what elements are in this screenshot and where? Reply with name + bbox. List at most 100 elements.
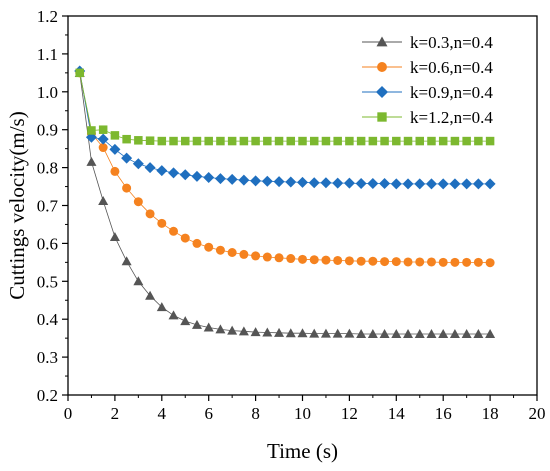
data-point (109, 143, 121, 155)
data-point (75, 68, 84, 78)
data-point (204, 136, 213, 146)
data-point (157, 136, 167, 146)
data-point (321, 136, 331, 146)
data-point (450, 257, 460, 267)
data-point (192, 238, 202, 248)
data-point (98, 195, 109, 205)
data-point (133, 276, 144, 286)
data-point (227, 136, 237, 146)
legend-label: k=0.6,n=0.4 (410, 58, 493, 77)
data-point (308, 177, 320, 189)
data-point (449, 178, 461, 190)
data-point (415, 257, 425, 267)
data-point (251, 251, 261, 261)
data-point (214, 173, 226, 185)
data-point (145, 136, 155, 145)
data-point (298, 136, 307, 146)
data-point (332, 328, 343, 338)
x-tick-label: 16 (435, 404, 452, 423)
data-point (333, 136, 342, 146)
data-point (263, 136, 272, 146)
data-point (285, 328, 296, 338)
data-point (390, 178, 402, 190)
data-point (215, 245, 225, 255)
y-tick-label: 0.9 (37, 121, 58, 140)
data-point (461, 178, 473, 190)
data-point (392, 136, 401, 146)
data-point (356, 328, 367, 338)
data-point (121, 152, 133, 164)
data-point (367, 328, 378, 338)
data-point (450, 136, 460, 146)
data-point (449, 328, 460, 338)
x-tick-label: 18 (482, 404, 499, 423)
data-point (403, 257, 413, 267)
data-point (462, 257, 472, 267)
legend-item: k=1.2,n=0.4 (362, 108, 493, 127)
data-point (344, 328, 355, 338)
data-point (262, 252, 272, 262)
data-point (134, 136, 143, 145)
legend: k=0.3,n=0.4 k=0.6,n=0.4 k=0.9,n=0.4 k=1.2,n… (362, 33, 493, 127)
data-point (474, 136, 483, 146)
data-point (380, 257, 390, 267)
data-point (437, 178, 449, 190)
x-tick-label: 6 (204, 404, 213, 423)
data-point (286, 136, 296, 146)
data-point (485, 136, 495, 146)
legend-item: k=0.9,n=0.4 (362, 83, 493, 102)
y-tick-label: 0.2 (37, 386, 58, 405)
data-point (122, 183, 132, 193)
data-point (356, 136, 366, 146)
data-point (320, 328, 331, 338)
legend-marker (377, 62, 387, 72)
data-point (485, 258, 495, 268)
data-point (380, 136, 389, 146)
data-point (274, 327, 285, 337)
data-point (472, 178, 484, 190)
legend-label: k=1.2,n=0.4 (410, 108, 493, 127)
data-point (87, 126, 96, 135)
data-point (192, 136, 202, 146)
data-point (262, 327, 273, 337)
y-tick-label: 0.5 (37, 272, 58, 291)
data-point (168, 167, 180, 179)
x-tick-label: 12 (341, 404, 358, 423)
data-point (368, 256, 378, 266)
data-point (169, 136, 178, 146)
data-point (345, 136, 354, 146)
data-point (227, 247, 237, 257)
x-tick-label: 0 (64, 404, 73, 423)
data-point (179, 169, 191, 181)
series-3 (74, 65, 496, 190)
data-point (285, 176, 297, 188)
data-point (309, 255, 319, 265)
data-point (461, 328, 472, 338)
legend-item: k=0.6,n=0.4 (362, 58, 493, 77)
data-point (238, 174, 250, 186)
y-tick-label: 1.1 (37, 45, 58, 64)
legend-marker (375, 85, 389, 99)
data-point (215, 324, 226, 334)
data-point (297, 328, 308, 338)
data-point (98, 125, 108, 134)
data-point (169, 226, 179, 236)
x-tick-label: 14 (388, 404, 406, 423)
y-tick-label: 0.8 (37, 159, 58, 178)
data-point (191, 319, 202, 329)
data-point (309, 328, 320, 338)
data-point (403, 136, 413, 146)
data-point (438, 328, 449, 338)
data-point (144, 162, 156, 174)
data-point (438, 136, 448, 146)
data-point (367, 178, 379, 190)
data-point (86, 156, 97, 166)
legend-marker (376, 36, 388, 47)
data-point (122, 134, 131, 144)
y-tick-label: 0.7 (37, 197, 59, 216)
data-point (239, 136, 249, 146)
data-point (274, 253, 284, 263)
data-point (309, 136, 319, 146)
data-point (355, 178, 367, 190)
x-tick-label: 2 (111, 404, 120, 423)
